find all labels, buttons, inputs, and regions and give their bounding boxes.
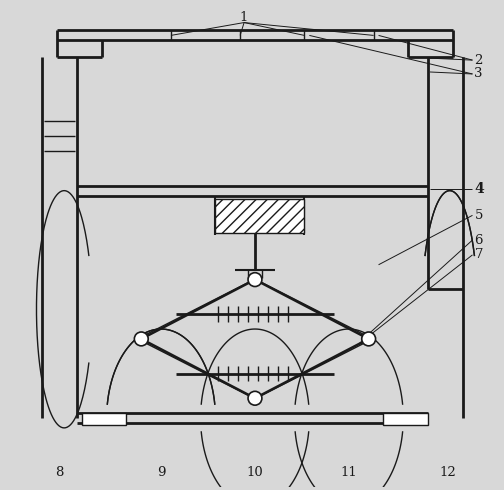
Text: 5: 5 <box>474 209 483 222</box>
Bar <box>82 413 127 425</box>
Circle shape <box>135 332 148 346</box>
Text: 1: 1 <box>240 11 248 24</box>
Text: 4: 4 <box>474 182 484 196</box>
Text: 3: 3 <box>474 68 483 80</box>
Bar <box>384 413 428 425</box>
Text: 10: 10 <box>246 466 264 479</box>
Text: 12: 12 <box>439 466 456 479</box>
Text: 2: 2 <box>474 53 483 67</box>
Bar <box>215 198 304 233</box>
Text: 6: 6 <box>474 234 483 246</box>
Circle shape <box>362 332 375 346</box>
Text: 11: 11 <box>341 466 357 479</box>
Text: 9: 9 <box>157 466 165 479</box>
Circle shape <box>248 272 262 287</box>
Text: 8: 8 <box>55 466 64 479</box>
Text: 7: 7 <box>474 248 483 261</box>
Circle shape <box>248 392 262 405</box>
